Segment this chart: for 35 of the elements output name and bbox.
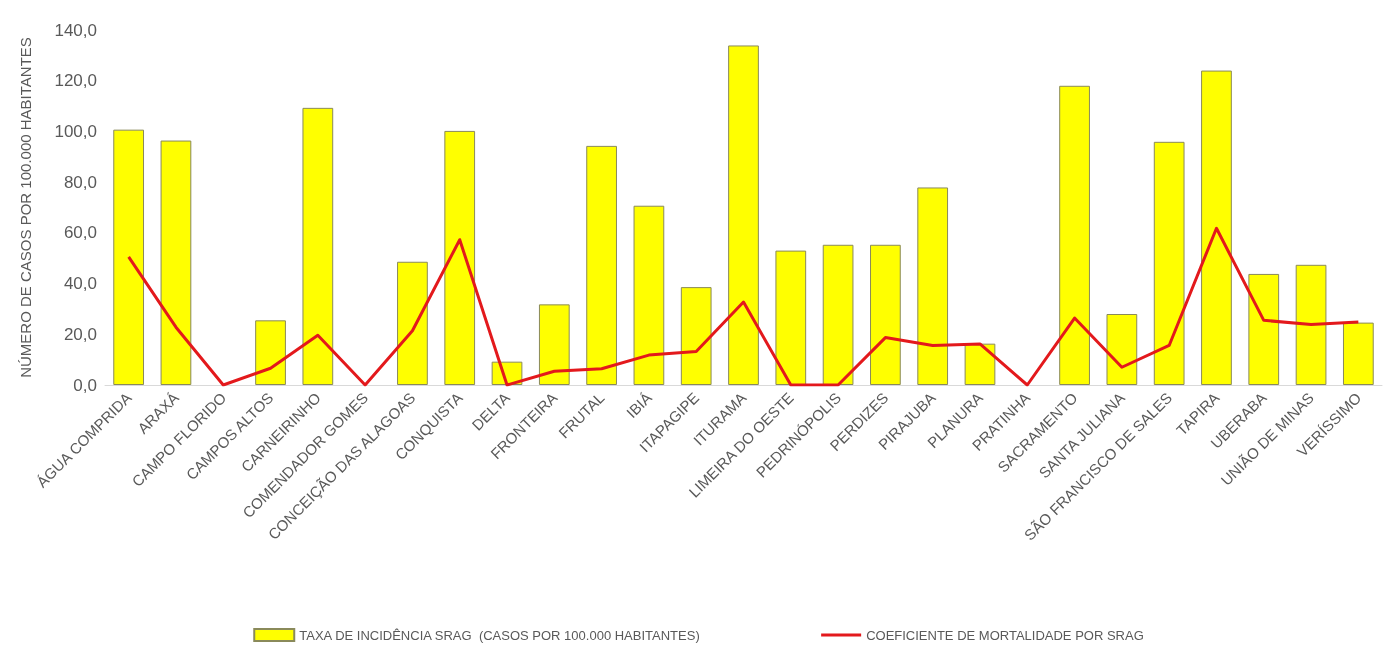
bar: [1342, 322, 1374, 385]
bar: [160, 140, 192, 385]
bar: [917, 187, 949, 385]
bar: [586, 145, 617, 385]
bar: [1295, 264, 1327, 385]
bar: [870, 244, 901, 385]
bar: [255, 320, 286, 385]
bar: [1106, 314, 1138, 385]
bar: [113, 129, 145, 385]
y-axis-title: NÚMERO DE CASOS POR 100.000 HABITANTES: [17, 37, 34, 378]
bar: [633, 205, 665, 385]
bar: [444, 130, 476, 385]
bar: [538, 304, 570, 385]
bar: [1059, 85, 1090, 385]
bar: [1153, 141, 1185, 385]
y-tick-label: 0,0: [73, 375, 97, 395]
y-tick-label: 20,0: [63, 324, 97, 344]
legend-label: TAXA DE INCIDÊNCIA SRAG (CASOS POR 100.000 HABITANTES): [299, 627, 700, 643]
bar: [822, 244, 854, 385]
bar: [302, 107, 334, 385]
y-tick-label: 140,0: [54, 20, 97, 40]
y-tick-label: 80,0: [63, 172, 97, 192]
bar: [775, 250, 807, 385]
legend-label: COEFICIENTE DE MORTALIDADE POR SRAG: [866, 627, 1144, 643]
y-tick-label: 100,0: [54, 121, 97, 141]
bar: [964, 343, 996, 385]
line-series: [127, 226, 1360, 387]
bar: [1201, 70, 1232, 385]
bar: [397, 261, 428, 385]
bar: [1248, 273, 1280, 385]
y-tick-label: 120,0: [54, 71, 97, 91]
y-tick-label: 40,0: [63, 274, 97, 294]
bar: [680, 287, 712, 385]
y-tick-label: 60,0: [63, 223, 97, 243]
bar: [728, 45, 759, 385]
